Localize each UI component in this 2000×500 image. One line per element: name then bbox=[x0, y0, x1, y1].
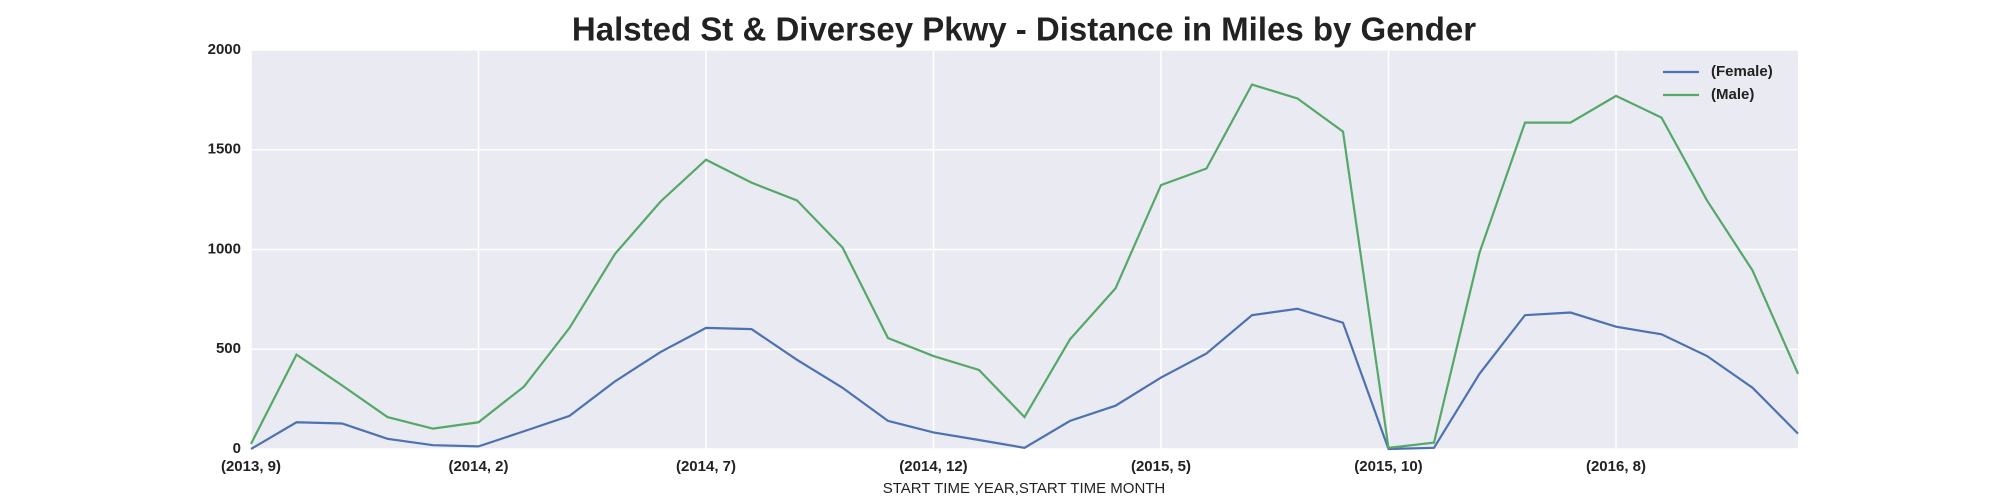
x-tick-label: (2015, 10) bbox=[1354, 458, 1422, 475]
y-tick-label: 0 bbox=[233, 440, 241, 457]
chart-title: Halsted St & Diversey Pkwy - Distance in… bbox=[572, 11, 1476, 48]
y-tick-label: 500 bbox=[216, 340, 241, 357]
line-series bbox=[250, 83, 1800, 450]
x-tick-label: (2016, 8) bbox=[1586, 458, 1646, 475]
y-tick-label: 1000 bbox=[208, 240, 241, 257]
line-series bbox=[250, 307, 1799, 451]
y-tick-label: 1500 bbox=[208, 141, 241, 158]
x-tick-label: (2014, 2) bbox=[448, 458, 508, 475]
legend-label: (Male) bbox=[1711, 86, 1754, 103]
x-tick-label: (2013, 9) bbox=[221, 458, 281, 475]
y-tick-label: 2000 bbox=[208, 41, 241, 58]
x-axis-label: START TIME YEAR,START TIME MONTH bbox=[883, 480, 1166, 497]
x-tick-label: (2015, 5) bbox=[1131, 458, 1191, 475]
x-tick-label: (2014, 12) bbox=[899, 458, 967, 475]
x-tick-label: (2014, 7) bbox=[676, 458, 736, 475]
legend-label: (Female) bbox=[1711, 63, 1773, 80]
